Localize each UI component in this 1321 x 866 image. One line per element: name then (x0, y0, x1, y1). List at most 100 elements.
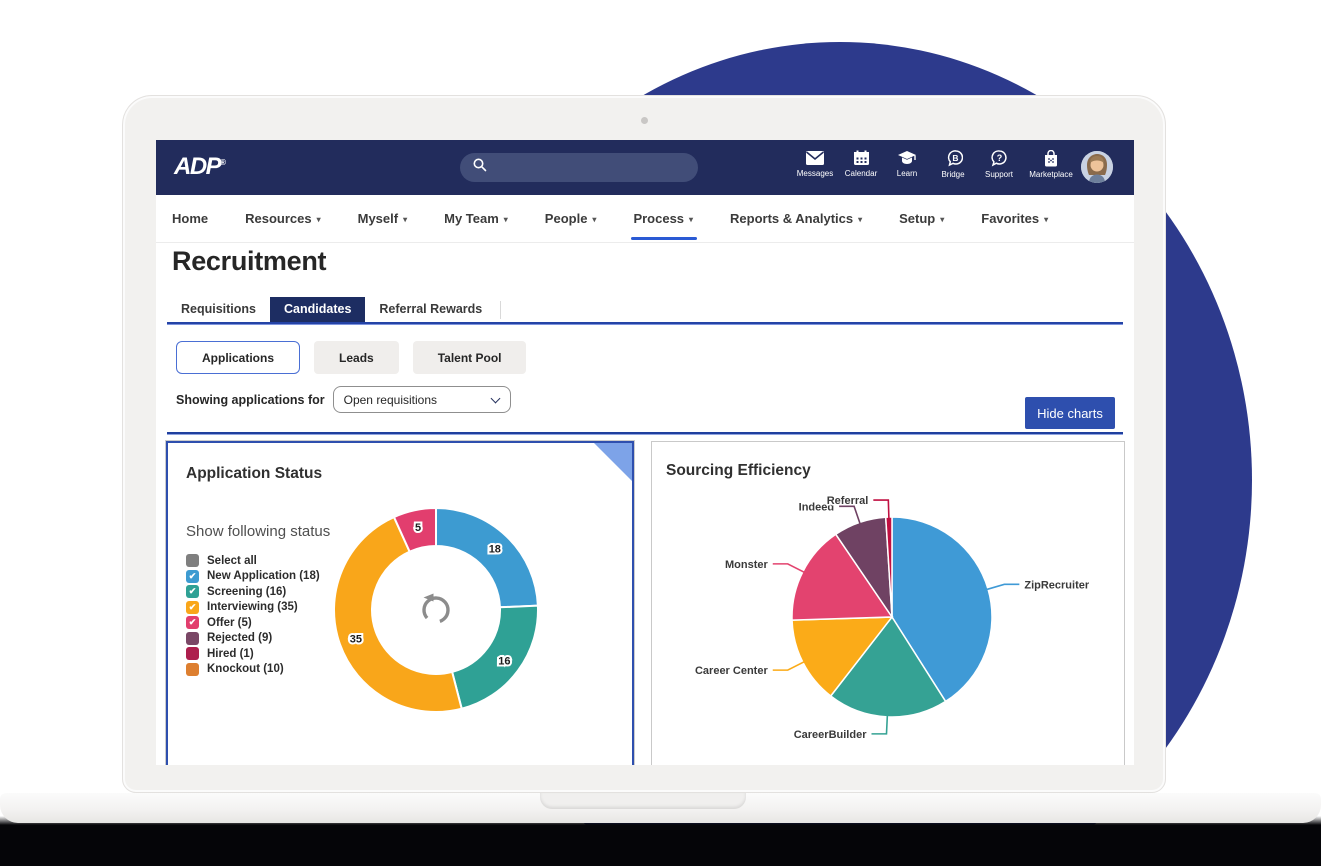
sourcing-efficiency-title: Sourcing Efficiency (666, 462, 811, 479)
laptop-base-notch (540, 793, 746, 809)
subtab-applications[interactable]: Applications (176, 341, 301, 374)
dropdown-value: Open requisitions (343, 392, 438, 407)
reset-chart-button[interactable] (415, 589, 457, 631)
svg-text:ZipRecruiter: ZipRecruiter (1024, 579, 1090, 591)
checkbox[interactable]: ✔ (186, 600, 199, 614)
bridge-button[interactable]: B Bridge (930, 146, 976, 179)
laptop-camera (641, 117, 648, 124)
tab-bar: Requisitions Candidates Referral Rewards (167, 297, 502, 322)
search-input[interactable] (460, 153, 698, 182)
application-status-card: 18 16 35 5 Application Status ✔ Show follow… (166, 409, 634, 765)
main-navigation: Home Resources ▾ Myself ▾ My Team ▾ People ▾… (156, 195, 1134, 243)
filter-label: Showing applications for (176, 392, 325, 407)
nav-item-setup[interactable]: Setup ▾ (899, 211, 945, 226)
application-status-title: Application Status (186, 465, 323, 482)
checkbox[interactable]: ✔ (186, 631, 199, 645)
bridge-chat-icon: B (944, 146, 963, 167)
chevron-down-icon: ▾ (858, 215, 863, 224)
messages-icon (805, 146, 825, 166)
support-button[interactable]: ? Support (976, 146, 1022, 179)
chevron-down-icon: ▾ (689, 215, 694, 224)
calendar-button[interactable]: Calendar (838, 146, 884, 178)
laptop-shadow (0, 816, 1321, 866)
chevron-down-icon: ▾ (1044, 215, 1049, 224)
chevron-down-icon: ▾ (592, 215, 597, 224)
marketplace-button[interactable]: Marketplace (1022, 146, 1080, 179)
section-divider (167, 432, 1123, 435)
nav-item-myself[interactable]: Myself ▾ (357, 211, 408, 226)
filter-row: Showing applications for Open requisitio… (176, 386, 511, 413)
checkbox[interactable]: ✔ (186, 585, 199, 599)
chevron-down-icon: ▾ (403, 215, 408, 224)
subtab-bar: Applications Leads Talent Pool (176, 341, 527, 374)
legend-item-offer[interactable]: ✔ Offer (5) (186, 615, 320, 631)
nav-item-people[interactable]: People ▾ (544, 211, 597, 226)
nav-item-favorites[interactable]: Favorites ▾ (981, 211, 1049, 226)
checkbox[interactable]: ✔ (186, 554, 199, 568)
legend-item-interviewing[interactable]: ✔ Interviewing (35) (186, 600, 320, 616)
legend-item-hired[interactable]: ✔Hired (1) (186, 646, 320, 662)
checkbox[interactable]: ✔ (186, 662, 199, 676)
page-title: Recruitment (172, 246, 327, 276)
graduation-cap-icon (897, 146, 917, 166)
app-screen: ADP® Messages (156, 140, 1134, 765)
user-avatar[interactable] (1081, 151, 1113, 183)
svg-text:Monster: Monster (725, 559, 769, 571)
laptop-frame: ADP® Messages (122, 95, 1166, 793)
nav-item-my-team[interactable]: My Team ▾ (444, 211, 508, 226)
requisitions-dropdown[interactable]: Open requisitions (332, 386, 511, 413)
tab-referral-rewards[interactable]: Referral Rewards (379, 302, 483, 316)
app-header: ADP® Messages (156, 140, 1134, 195)
tab-candidates[interactable]: Candidates (270, 297, 366, 322)
svg-text:16: 16 (498, 656, 510, 668)
svg-text:35: 35 (350, 633, 362, 645)
search-icon (472, 157, 488, 178)
subtab-talent-pool[interactable]: Talent Pool (412, 341, 527, 374)
header-icon-group: Messages Calendar Learn (792, 146, 1080, 179)
card-selected-toggle[interactable] (594, 443, 632, 481)
nav-item-process[interactable]: Process ▾ (631, 195, 697, 242)
status-legend: ✔Select all ✔New Application (18) ✔Scree… (186, 553, 320, 677)
nav-item-resources[interactable]: Resources ▾ (245, 211, 321, 226)
messages-button[interactable]: Messages (792, 146, 838, 178)
tab-divider (500, 301, 502, 319)
svg-text:CareerBuilder: CareerBuilder (794, 729, 867, 741)
nav-item-reports-analytics[interactable]: Reports & Analytics ▾ (730, 211, 863, 226)
checkbox[interactable]: ✔ (186, 569, 199, 583)
checkbox[interactable]: ✔ (186, 616, 199, 630)
checkbox[interactable]: ✔ (186, 647, 199, 661)
legend-item-knockout[interactable]: ✔Knockout (10) (186, 662, 320, 678)
application-status-donut-chart: 18 16 35 5 (333, 506, 539, 713)
svg-text:?: ? (996, 153, 1002, 163)
svg-text:5: 5 (415, 522, 421, 534)
question-bubble-icon: ? (990, 146, 1009, 167)
calendar-icon (853, 146, 870, 166)
sourcing-efficiency-pie-chart: ZipRecruiter CareerBuilder Career Center Mo… (693, 494, 1091, 743)
legend-heading: Show following status (186, 523, 331, 540)
svg-text:B: B (952, 153, 958, 163)
learn-button[interactable]: Learn (884, 146, 930, 178)
chevron-down-icon: ▾ (940, 215, 945, 224)
tab-requisitions[interactable]: Requisitions (181, 302, 257, 316)
legend-item-rejected[interactable]: ✔Rejected (9) (186, 631, 320, 647)
shopping-bag-icon (1043, 146, 1059, 167)
svg-text:18: 18 (489, 544, 501, 556)
check-icon: ✔ (618, 409, 629, 424)
chevron-down-icon (490, 393, 501, 404)
legend-item-screening[interactable]: ✔ Screening (16) (186, 584, 320, 600)
legend-item-new-application[interactable]: ✔ New Application (18) (186, 569, 320, 585)
svg-text:Indeed: Indeed (799, 501, 834, 513)
hide-charts-button[interactable]: Hide charts (1025, 397, 1115, 429)
chevron-down-icon: ▾ (503, 215, 508, 224)
sourcing-efficiency-card: ZipRecruiter CareerBuilder Career Center Mo… (651, 441, 1125, 765)
svg-text:Career Center: Career Center (695, 665, 768, 677)
adp-logo: ADP® (174, 153, 226, 180)
laptop-base (0, 793, 1321, 823)
legend-item-select-all[interactable]: ✔Select all (186, 553, 320, 569)
chevron-down-icon: ▾ (316, 215, 321, 224)
tabs-underline (167, 322, 1123, 325)
subtab-leads[interactable]: Leads (314, 341, 399, 374)
reset-icon (422, 593, 450, 624)
nav-item-home[interactable]: Home (172, 211, 209, 226)
